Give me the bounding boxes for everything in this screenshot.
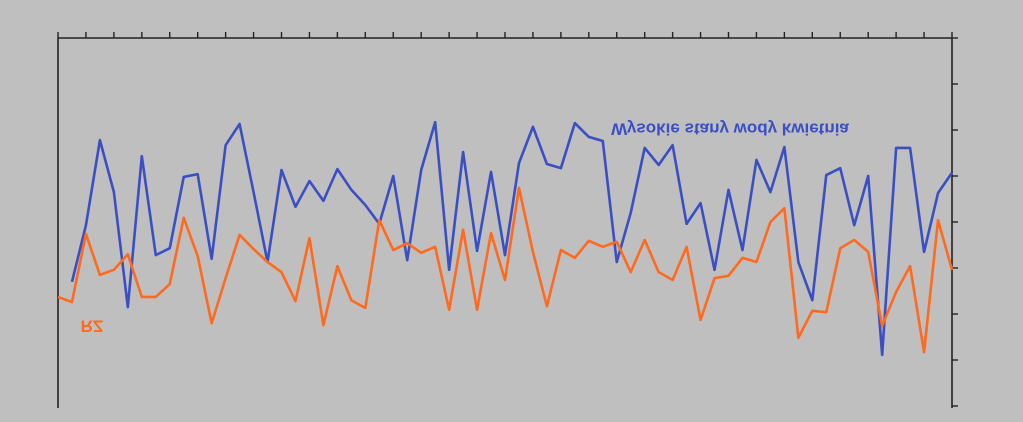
series-label: Wysokie stany wody kwietnia — [611, 120, 849, 139]
series-label: RZ — [81, 317, 104, 336]
series-line — [57, 186, 954, 354]
flipped-plot: Wysokie stany wody kwietnia RZ — [57, 32, 958, 408]
series-line — [70, 120, 954, 357]
